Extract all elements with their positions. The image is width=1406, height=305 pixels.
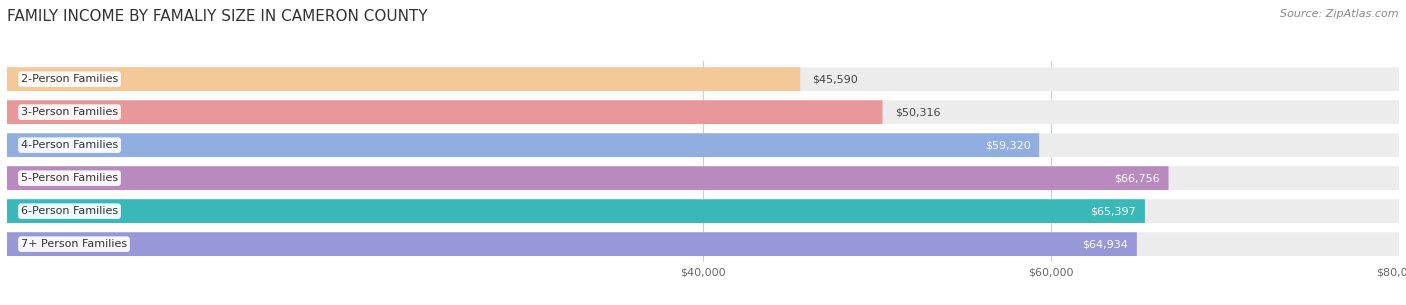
FancyBboxPatch shape	[7, 67, 800, 91]
FancyBboxPatch shape	[7, 133, 1399, 157]
FancyBboxPatch shape	[7, 232, 1137, 256]
FancyBboxPatch shape	[7, 199, 1399, 223]
Text: Source: ZipAtlas.com: Source: ZipAtlas.com	[1281, 9, 1399, 19]
Text: 6-Person Families: 6-Person Families	[21, 206, 118, 216]
Text: 2-Person Families: 2-Person Families	[21, 74, 118, 84]
Text: 5-Person Families: 5-Person Families	[21, 173, 118, 183]
Text: $66,756: $66,756	[1114, 173, 1160, 183]
FancyBboxPatch shape	[7, 100, 883, 124]
Text: 3-Person Families: 3-Person Families	[21, 107, 118, 117]
FancyBboxPatch shape	[7, 166, 1399, 190]
Text: $45,590: $45,590	[813, 74, 858, 84]
FancyBboxPatch shape	[7, 67, 1399, 91]
Text: $64,934: $64,934	[1083, 239, 1128, 249]
Text: $50,316: $50,316	[894, 107, 941, 117]
Text: FAMILY INCOME BY FAMALIY SIZE IN CAMERON COUNTY: FAMILY INCOME BY FAMALIY SIZE IN CAMERON…	[7, 9, 427, 24]
Text: $65,397: $65,397	[1091, 206, 1136, 216]
FancyBboxPatch shape	[7, 166, 1168, 190]
FancyBboxPatch shape	[7, 133, 1039, 157]
Text: 4-Person Families: 4-Person Families	[21, 140, 118, 150]
FancyBboxPatch shape	[7, 232, 1399, 256]
Text: $59,320: $59,320	[984, 140, 1031, 150]
Text: 7+ Person Families: 7+ Person Families	[21, 239, 127, 249]
FancyBboxPatch shape	[7, 199, 1144, 223]
FancyBboxPatch shape	[7, 100, 1399, 124]
